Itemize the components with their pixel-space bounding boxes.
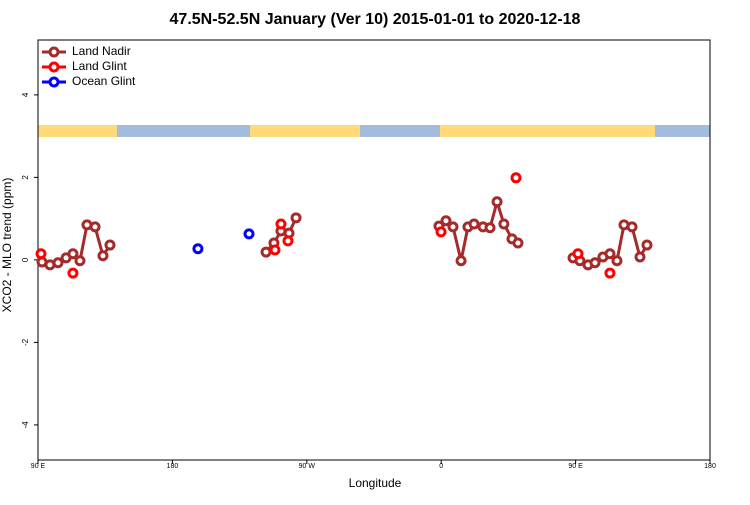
point: [52, 257, 64, 269]
y-axis-label: XCO2 - MLO trend (ppm): [0, 178, 14, 313]
point: [604, 248, 616, 260]
point: [74, 255, 86, 267]
x-tick-label: 90 E: [31, 463, 46, 470]
point: [447, 221, 459, 233]
point: [35, 248, 47, 260]
series: [35, 172, 616, 279]
y-tick-label: 4: [21, 92, 30, 97]
x-tick-label: 90 E: [568, 463, 583, 470]
legend-label: Ocean Glint: [72, 74, 136, 88]
point: [484, 222, 496, 234]
y-tick-label: 0: [21, 257, 30, 262]
y-tick-label: -2: [21, 338, 30, 346]
legend-marker: [48, 76, 60, 88]
point: [260, 246, 272, 258]
legend-label: Land Nadir: [72, 44, 131, 58]
land-strip: [440, 125, 655, 137]
point: [468, 218, 480, 230]
point: [97, 250, 109, 262]
x-tick-label: 0: [439, 463, 443, 470]
point: [611, 255, 623, 267]
map-strip: [38, 125, 710, 137]
point: [589, 257, 601, 269]
chart-title: 47.5N-52.5N January (Ver 10) 2015-01-01 …: [170, 11, 581, 28]
point: [192, 243, 204, 255]
point: [67, 248, 79, 260]
point: [275, 218, 287, 230]
x-tick-label: 180: [704, 463, 716, 470]
land-strip: [38, 125, 117, 137]
point: [634, 251, 646, 263]
y-tick-label: 2: [21, 175, 30, 180]
point: [641, 239, 653, 251]
point: [512, 237, 524, 249]
land-strip: [250, 125, 360, 137]
x-tick-label: 180: [167, 463, 179, 470]
point: [498, 218, 510, 230]
point: [626, 221, 638, 233]
series: [192, 228, 255, 255]
point: [89, 221, 101, 233]
point: [104, 239, 116, 251]
point: [282, 235, 294, 247]
point: [243, 228, 255, 240]
point: [67, 267, 79, 279]
point: [440, 215, 452, 227]
point: [604, 267, 616, 279]
x-tick-label: 90 W: [299, 463, 316, 470]
point: [269, 244, 281, 256]
point: [572, 248, 584, 260]
point: [290, 212, 302, 224]
point: [510, 172, 522, 184]
x-axis-label: Longitude: [349, 476, 402, 490]
legend-marker: [48, 61, 60, 73]
point: [455, 255, 467, 267]
point: [491, 196, 503, 208]
legend-label: Land Glint: [72, 59, 127, 73]
y-tick-label: -4: [21, 421, 30, 429]
point: [435, 226, 447, 238]
legend-marker: [48, 46, 60, 58]
